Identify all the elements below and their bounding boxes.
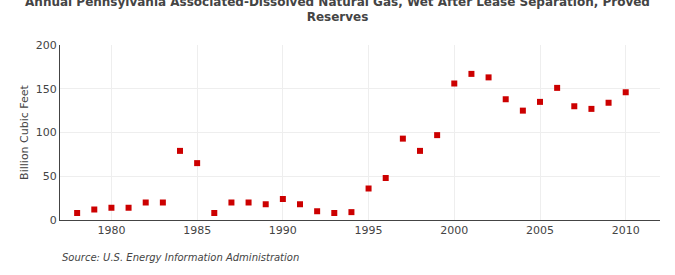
svg-text:Source: U.S. Energy Informatio: Source: U.S. Energy Information Administ…: [62, 252, 299, 263]
svg-text:0: 0: [50, 214, 57, 227]
svg-text:2000: 2000: [440, 224, 468, 237]
svg-text:Annual Pennsylvania Associated: Annual Pennsylvania Associated-Dissolved…: [25, 0, 650, 24]
svg-text:2010: 2010: [612, 224, 640, 237]
svg-text:50: 50: [43, 170, 57, 183]
svg-text:150: 150: [36, 83, 57, 96]
svg-text:1995: 1995: [355, 224, 383, 237]
svg-text:1985: 1985: [183, 224, 211, 237]
svg-text:1980: 1980: [97, 224, 125, 237]
svg-text:200: 200: [36, 39, 57, 52]
svg-text:1990: 1990: [269, 224, 297, 237]
svg-text:2005: 2005: [526, 224, 554, 237]
svg-text:Billion Cubic Feet: Billion Cubic Feet: [18, 84, 31, 179]
svg-text:100: 100: [36, 126, 57, 139]
